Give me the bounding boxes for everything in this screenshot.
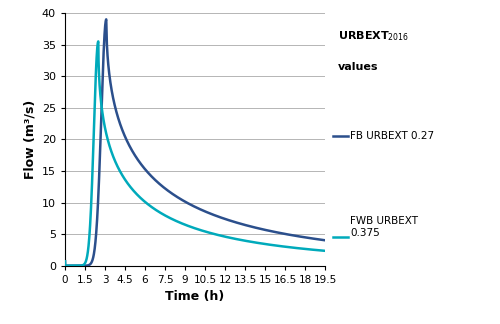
Text: URBEXT$_{2016}$: URBEXT$_{2016}$ — [338, 29, 408, 43]
Text: FB URBEXT 0.27: FB URBEXT 0.27 — [350, 131, 434, 141]
Y-axis label: Flow (m³/s): Flow (m³/s) — [24, 100, 36, 179]
Text: values: values — [338, 62, 378, 72]
X-axis label: Time (h): Time (h) — [166, 290, 224, 303]
Text: FWB URBEXT
0.375: FWB URBEXT 0.375 — [350, 216, 418, 237]
